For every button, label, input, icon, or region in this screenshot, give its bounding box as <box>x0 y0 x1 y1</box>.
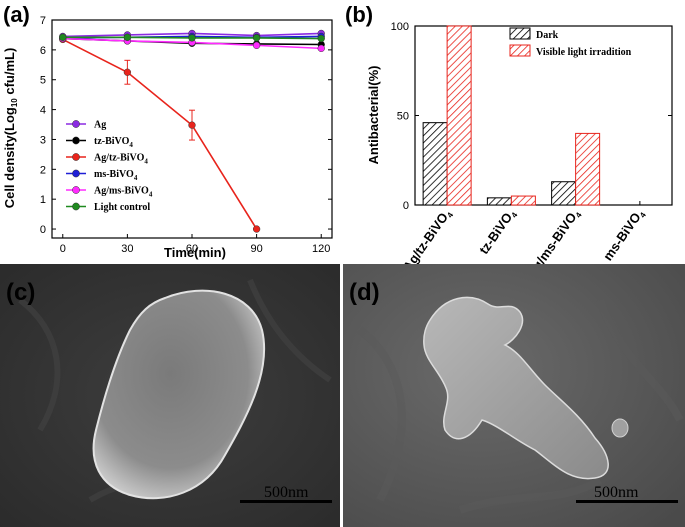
data-point-light-control <box>188 34 196 42</box>
panel-a-x-tick-label: 90 <box>250 243 262 255</box>
legend-label-light-control: Light control <box>94 202 150 213</box>
bar-dark-tz-bivo4 <box>486 197 512 206</box>
panel-d-damaged-cell <box>423 296 609 480</box>
legend-marker-ag-ms-bivo4 <box>72 186 80 194</box>
panel-d-sem-image: (d) 500nm <box>343 264 685 527</box>
data-point-light-control <box>252 34 261 42</box>
data-point-light-control <box>123 33 132 41</box>
panel-b-y-tick-label: 100 <box>391 21 409 33</box>
data-point-ag-tz-bivo4 <box>252 225 261 233</box>
panel-d-label: (d) <box>349 279 380 306</box>
legend-label-ag: Ag <box>94 120 106 131</box>
panel-d-debris-particle <box>611 418 629 438</box>
panel-d-scale-bar <box>576 500 678 503</box>
panel-b-bars-group <box>422 25 601 206</box>
data-point-light-control <box>59 33 67 41</box>
panel-a-y-title-unit: cfu/mL) <box>2 48 17 99</box>
legend-marker-ag-tz-bivo4 <box>72 153 80 161</box>
panel-c-scale-bar <box>240 500 332 503</box>
panel-a-y-tick-label: 3 <box>40 134 46 146</box>
panel-c-bacterium-cell <box>92 289 266 500</box>
legend-label-ag-ms-bivo4: Ag/ms-BiVO4 <box>94 186 153 199</box>
panel-a-axes: 0 1 2 3 4 5 6 7 0 30 60 90 120 <box>40 15 333 255</box>
panel-a-series-group <box>59 29 325 233</box>
legend-swatch-visible-light-irradition <box>509 44 531 57</box>
data-point-ag-tz-bivo4 <box>188 121 196 129</box>
panel-a-y-tick-label: 2 <box>40 164 46 176</box>
panel-b-label: (b) <box>345 2 373 27</box>
bar-visible-light-irradition-ag-tz-bivo4 <box>446 25 472 206</box>
data-point-ag-ms-bivo4 <box>252 41 261 50</box>
series-line-ag-tz-bivo4 <box>62 38 258 230</box>
legend-marker-ms-bivo4 <box>72 169 80 178</box>
panel-a-label: (a) <box>3 2 30 27</box>
panel-a-legend: Ag tz-BiVO4 Ag/tz-BiVO4 ms-BiVO4 Ag/ms-BiVO4… <box>66 120 153 213</box>
panel-a-y-tick-label: 0 <box>40 224 46 236</box>
panel-a-x-tick-label: 0 <box>60 243 66 255</box>
panel-a-x-tick-label: 120 <box>312 243 330 255</box>
panel-d-scale-label: 500nm <box>594 484 639 501</box>
bar-visible-light-irradition-ag-ms-bivo4 <box>575 132 601 206</box>
panel-b-y-tick-label: 0 <box>403 200 409 212</box>
legend-marker-tz-bivo4 <box>72 136 80 145</box>
data-point-ag-tz-bivo4 <box>123 68 132 76</box>
panel-a: (a) 0 1 2 3 4 5 6 7 0 30 60 90 120 Ag tz-BiVO4 Ag/tz-B… <box>2 2 333 260</box>
panel-a-y-tick-label: 1 <box>40 194 46 206</box>
panel-a-x-axis-title: Time(min) <box>164 245 226 260</box>
bar-visible-light-irradition-tz-bivo4 <box>510 195 536 206</box>
panel-a-y-title-sub: 10 <box>10 98 19 107</box>
panel-a-y-tick-label: 6 <box>40 45 46 57</box>
panel-c-label: (c) <box>6 279 35 306</box>
panel-a-y-tick-label: 4 <box>40 105 46 117</box>
panel-b-y-tick-label: 50 <box>397 111 409 123</box>
panel-b-category-label: tz-BiVO4 <box>476 206 520 258</box>
bar-dark-ag-tz-bivo4 <box>422 122 448 206</box>
panel-a-y-tick-label: 7 <box>40 15 46 27</box>
legend-marker-ag <box>72 120 80 128</box>
panel-b-y-axis-title: Antibacterial(%) <box>366 66 381 165</box>
panel-a-x-tick-label: 30 <box>121 243 133 255</box>
panel-c-scale-label: 500nm <box>264 484 309 501</box>
panel-a-y-title-main: Cell density(Log <box>2 107 17 208</box>
data-point-light-control <box>317 34 325 43</box>
panel-a-y-axis-title: Cell density(Log10 cfu/mL) <box>2 48 19 209</box>
data-point-ag-ms-bivo4 <box>317 44 325 53</box>
panel-b-legend: Dark Visible light irradition <box>509 27 632 58</box>
legend-label-tz-bivo4: tz-BiVO4 <box>94 136 133 149</box>
legend-label-ms-bivo4: ms-BiVO4 <box>94 169 138 182</box>
legend-label-dark: Dark <box>536 30 559 41</box>
legend-label-ag-tz-bivo4: Ag/tz-BiVO4 <box>94 153 148 166</box>
legend-marker-light-control <box>72 202 80 211</box>
legend-swatch-dark <box>509 27 531 40</box>
panel-d-background-texture <box>357 298 684 514</box>
panel-a-x-tick-label: 60 <box>186 243 198 255</box>
panel-a-y-tick-label: 5 <box>40 75 46 87</box>
bar-dark-ag-ms-bivo4 <box>551 181 577 206</box>
panel-b-category-label: ms-BiVO4 <box>600 206 648 265</box>
panel-c-sem-image: (c) 500nm <box>0 264 340 527</box>
legend-label-visible-light-irradition: Visible light irradition <box>536 47 632 58</box>
